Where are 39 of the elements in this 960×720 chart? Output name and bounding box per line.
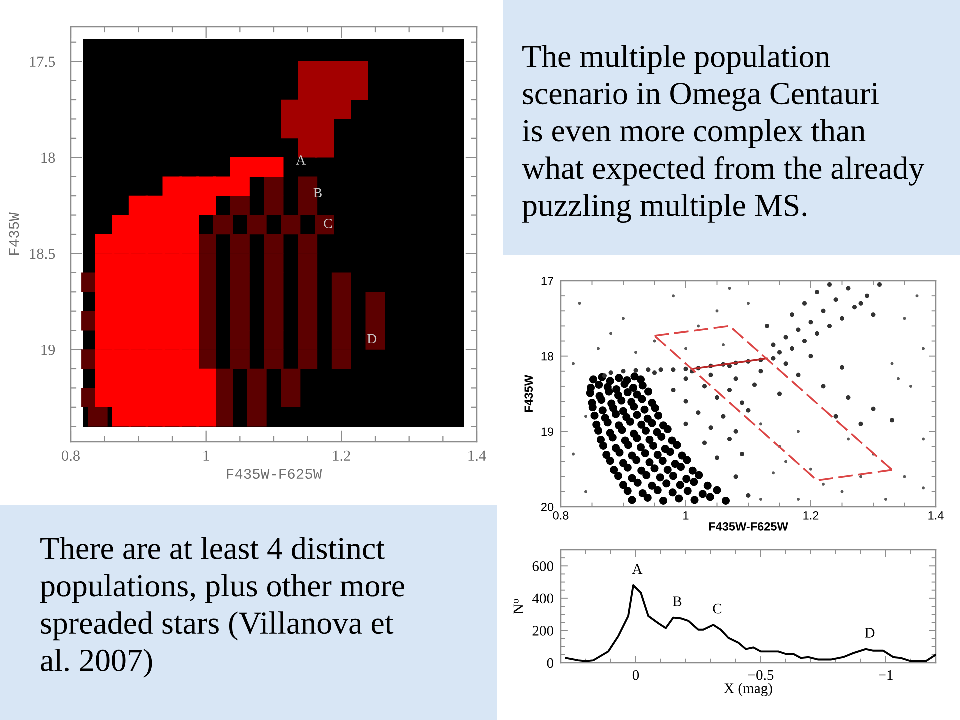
y-axis-title: F435W bbox=[524, 374, 534, 412]
annotation: C bbox=[713, 604, 722, 614]
y-tick-label: 18 bbox=[542, 352, 554, 361]
text: There are at least 4 distinct populations, plus other more spreaded stars (Villanova et al. 2007) bbox=[40, 537, 404, 678]
x-tick-label: −0.5 bbox=[748, 670, 774, 680]
x-tick-label: −1 bbox=[878, 670, 893, 680]
x-tick-label: 1.2 bbox=[804, 511, 819, 520]
y-tick-label: 17.5 bbox=[30, 56, 56, 68]
annotation: C bbox=[324, 219, 332, 228]
y-tick-label: 20 bbox=[542, 503, 554, 512]
x-axis-title: F435W-F625W bbox=[227, 469, 322, 480]
y-tick-label: 19 bbox=[542, 428, 554, 436]
annotation: B bbox=[673, 596, 682, 606]
x-tick-label: 0 bbox=[632, 670, 640, 680]
y-tick-label: 200 bbox=[532, 626, 554, 636]
annotation: D bbox=[368, 334, 377, 344]
y-tick-label: 18 bbox=[42, 152, 56, 164]
y-tick-label: 600 bbox=[532, 562, 554, 572]
x-tick-label: 1.2 bbox=[333, 450, 350, 462]
x-axis-title: F435W-F625W bbox=[709, 522, 788, 531]
annotation: B bbox=[314, 188, 322, 198]
annotation: A bbox=[632, 564, 643, 574]
y-axis-title: N$^{o}$ bbox=[514, 599, 524, 614]
y-tick-label: 18.5 bbox=[30, 248, 56, 260]
text: The multiple population scenario in Omega Centauri is even more complex than what expected from the already puzzling multiple MS. bbox=[522, 45, 925, 224]
annotation: A bbox=[296, 156, 306, 165]
y-tick-label: 0 bbox=[547, 658, 554, 668]
x-tick-label: 1.4 bbox=[928, 512, 944, 520]
y-axis-title: F435W bbox=[9, 212, 20, 255]
x-tick-label: 1 bbox=[204, 450, 210, 461]
y-tick-label: 17 bbox=[542, 277, 554, 286]
x-tick-label: 1.4 bbox=[468, 450, 486, 462]
y-tick-label: 19 bbox=[42, 344, 56, 356]
y-tick-label: 400 bbox=[532, 594, 554, 604]
annotation: D bbox=[865, 628, 875, 638]
x-tick-label: 0.8 bbox=[62, 450, 80, 462]
x-tick-label: 1 bbox=[684, 512, 689, 520]
x-axis-title: X (mag) bbox=[724, 683, 772, 696]
x-tick-label: 0.8 bbox=[553, 511, 569, 520]
